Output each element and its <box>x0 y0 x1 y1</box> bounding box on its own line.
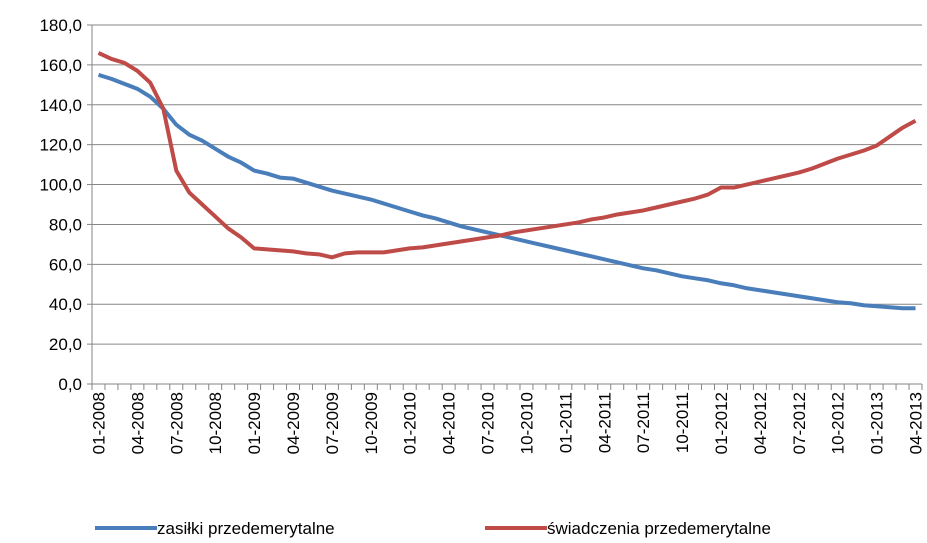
y-tick-label: 40,0 <box>49 295 82 314</box>
x-tick-label: 01-2010 <box>401 392 420 454</box>
y-tick-label: 60,0 <box>49 255 82 274</box>
x-tick-label: 10-2009 <box>362 392 381 454</box>
x-tick-label: 07-2011 <box>634 392 653 453</box>
x-tick-label: 01-2009 <box>245 392 264 454</box>
x-tick-label: 01-2012 <box>712 392 731 454</box>
x-tick-label: 04-2008 <box>128 392 147 454</box>
x-tick-label: 07-2008 <box>167 392 186 454</box>
y-tick-label: 80,0 <box>49 215 82 234</box>
x-tick-label: 04-2010 <box>440 392 459 454</box>
x-tick-label: 04-2009 <box>284 392 303 454</box>
x-tick-label: 07-2012 <box>790 392 809 454</box>
x-tick-label: 04-2011 <box>595 392 614 453</box>
y-tick-label: 0,0 <box>58 375 82 394</box>
y-tick-label: 100,0 <box>39 176 82 195</box>
x-tick-label: 10-2008 <box>206 392 225 454</box>
legend-label: zasiłki przedemerytalne <box>157 519 335 538</box>
y-tick-label: 20,0 <box>49 335 82 354</box>
x-tick-label: 04-2013 <box>907 392 926 454</box>
x-tick-label: 07-2010 <box>479 392 498 454</box>
x-tick-label: 01-2011 <box>556 392 575 453</box>
line-series <box>97 72 916 311</box>
x-tick-label: 10-2010 <box>517 392 536 454</box>
x-tick-label: 10-2012 <box>829 392 848 454</box>
x-tick-label: 10-2011 <box>673 392 692 453</box>
legend-label: świadczenia przedemerytalne <box>547 519 771 538</box>
x-tick-label: 01-2008 <box>89 392 108 454</box>
y-tick-label: 120,0 <box>39 136 82 155</box>
y-tick-label: 140,0 <box>39 96 82 115</box>
line-series <box>97 51 917 260</box>
y-tick-label: 180,0 <box>39 16 82 35</box>
x-tick-label: 04-2012 <box>751 392 770 454</box>
y-tick-label: 160,0 <box>39 56 82 75</box>
x-tick-label: 07-2009 <box>323 392 342 454</box>
x-tick-label: 01-2013 <box>868 392 887 454</box>
